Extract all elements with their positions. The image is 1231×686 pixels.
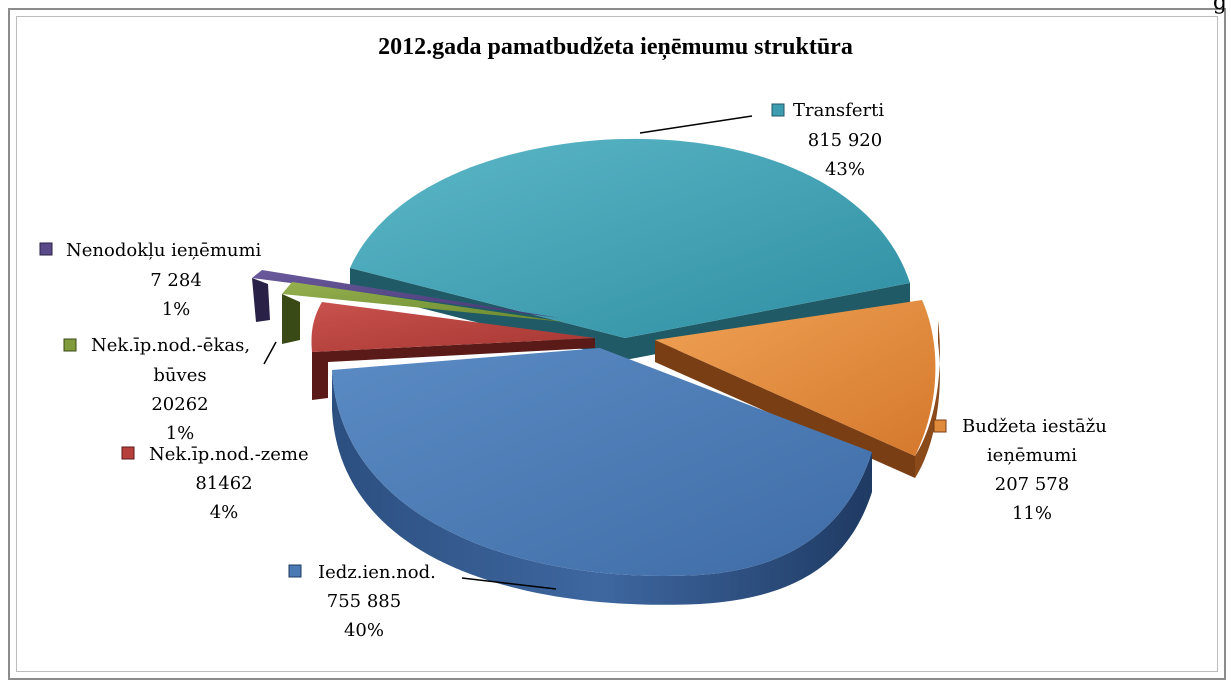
- label-zeme-percent: 4%: [210, 502, 239, 523]
- legend-key-ekas: [63, 338, 77, 352]
- label-ekas-value: 20262: [151, 394, 208, 415]
- label-nenodoklu: Nenodokļu ieņēmumi 7 284 1%: [39, 240, 262, 320]
- chart-area-border: [16, 16, 1218, 672]
- leader-line-nenodoklu: [263, 341, 277, 365]
- slice-side-iedz: [332, 370, 872, 605]
- label-budzeta-value: 207 578: [995, 474, 1069, 495]
- label-iedz-name: Iedz.ien.nod.: [318, 562, 436, 583]
- label-iedz: Iedz.ien.nod. 755 885 40%: [288, 562, 436, 641]
- slice-transferti: [350, 138, 910, 338]
- label-ekas-percent: 1%: [166, 423, 195, 444]
- label-nenodoklu-name: Nenodokļu ieņēmumi: [66, 240, 262, 261]
- slice-ekas: [282, 282, 565, 322]
- leader-line-iedz: [461, 577, 557, 590]
- slice-iedz: [332, 348, 872, 576]
- leader-line-transferti: [639, 115, 753, 134]
- label-zeme: Nek.īp.nod.-zeme 81462 4%: [121, 444, 309, 523]
- slice-side-zeme: [312, 338, 595, 400]
- slice-side-budzeta-rim: [915, 320, 940, 478]
- chart-frame: [8, 8, 1226, 680]
- slice-side-budzeta: [655, 340, 915, 478]
- label-ekas-name-line1: Nek.īp.nod.-ēkas,: [91, 335, 250, 356]
- label-iedz-percent: 40%: [344, 620, 384, 641]
- clipped-page-text: g: [1212, 0, 1227, 15]
- label-ekas: Nek.īp.nod.-ēkas, būves 20262 1%: [63, 335, 250, 444]
- label-ekas-name-line2: būves: [153, 365, 206, 386]
- legend-key-transferti: [771, 103, 785, 117]
- label-budzeta-name-line1: Budžeta iestāžu: [962, 416, 1107, 437]
- legend-key-nenodoklu: [39, 242, 53, 256]
- label-budzeta-percent: 11%: [1012, 503, 1052, 524]
- label-zeme-value: 81462: [195, 473, 252, 494]
- legend-key-iedz: [288, 564, 302, 578]
- slice-side-nenodoklu: [252, 278, 270, 322]
- label-transferti: Transferti 815 920 43%: [771, 100, 884, 180]
- label-budzeta-name-line2: ieņēmumi: [987, 445, 1077, 466]
- chart-title: 2012.gada pamatbudžeta ieņēmumu struktūr…: [378, 34, 853, 60]
- label-iedz-value: 755 885: [327, 591, 401, 612]
- label-transferti-percent: 43%: [825, 159, 865, 180]
- label-budzeta: Budžeta iestāžu ieņēmumi 207 578 11%: [933, 416, 1107, 524]
- legend-key-budzeta: [933, 419, 947, 433]
- slice-budzeta: [655, 300, 936, 456]
- label-transferti-name: Transferti: [793, 100, 884, 121]
- legend-key-zeme: [121, 446, 135, 460]
- label-zeme-name: Nek.īp.nod.-zeme: [149, 444, 309, 465]
- slice-zeme: [311, 302, 595, 352]
- label-nenodoklu-percent: 1%: [162, 299, 191, 320]
- label-transferti-value: 815 920: [808, 130, 882, 151]
- slice-side-ekas: [282, 294, 300, 344]
- label-nenodoklu-value: 7 284: [150, 270, 202, 291]
- slice-nenodoklu: [252, 270, 560, 318]
